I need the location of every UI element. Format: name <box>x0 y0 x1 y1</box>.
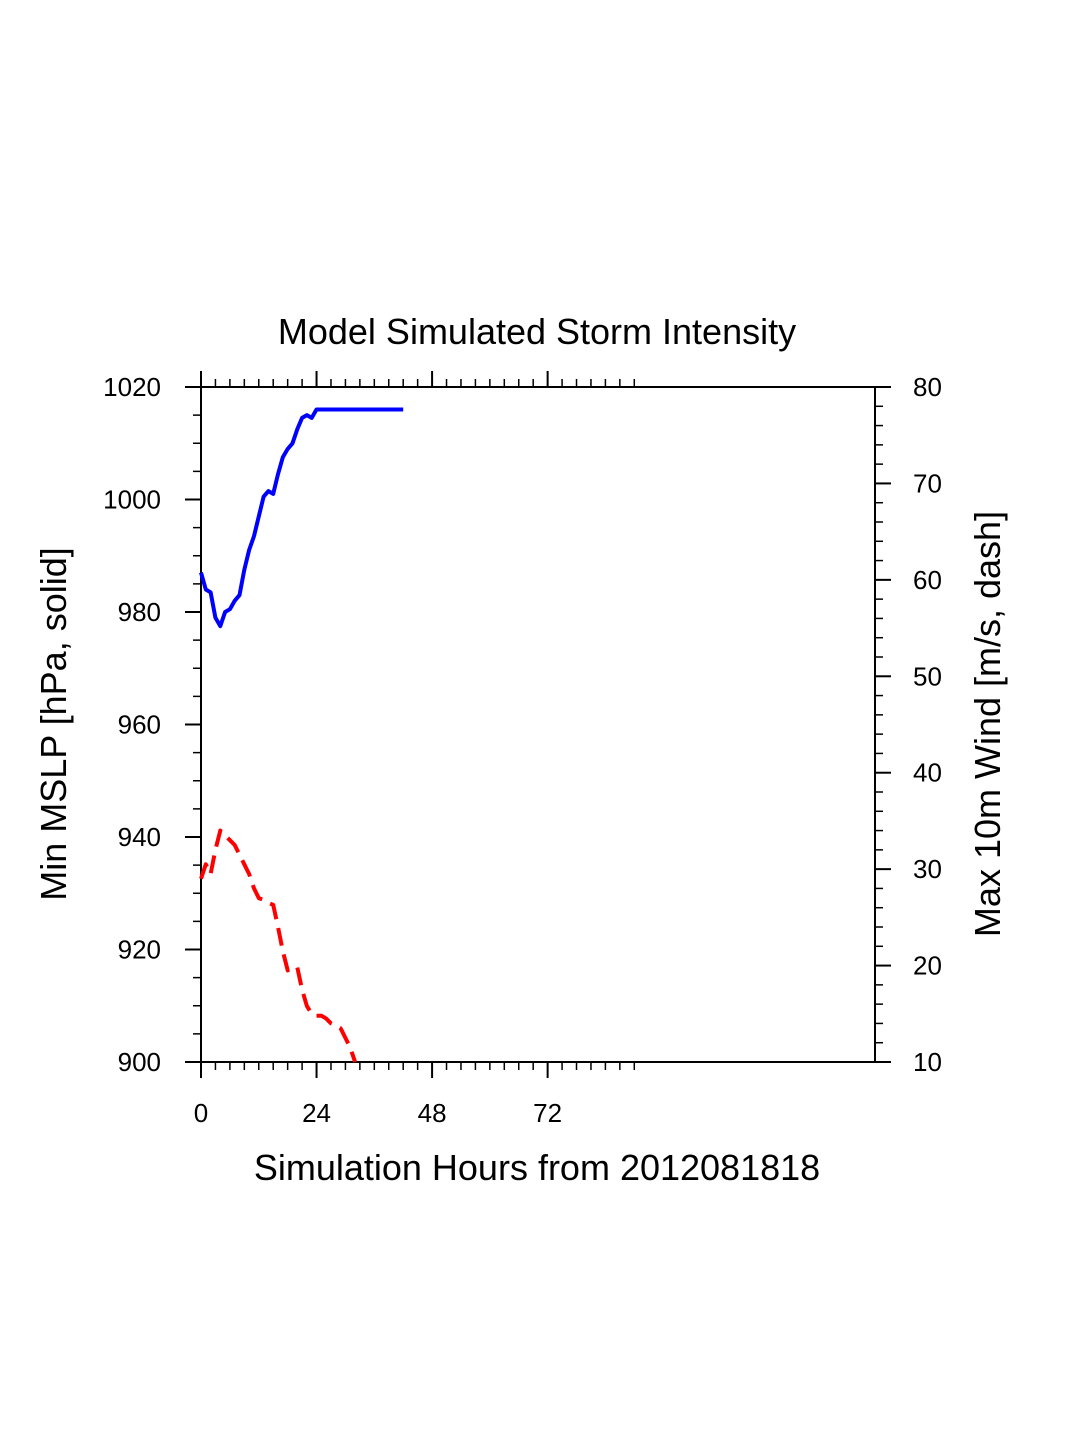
y-right-tick-label: 30 <box>913 854 942 884</box>
y-left-tick-label: 1020 <box>103 372 161 402</box>
chart-title: Model Simulated Storm Intensity <box>278 311 796 352</box>
series-layer <box>199 407 404 1063</box>
mslp-solid-line <box>199 407 404 629</box>
x-major-ticks <box>200 371 549 1078</box>
y-right-tick-label: 50 <box>913 661 942 691</box>
y-right-tick-label: 80 <box>913 372 942 402</box>
x-tick-label: 0 <box>194 1098 208 1128</box>
x-tick-label: 72 <box>533 1098 562 1128</box>
x-tick-labels: 0 24 48 72 <box>194 1098 562 1128</box>
y-left-tick-label: 940 <box>118 822 161 852</box>
x-tick-label: 24 <box>302 1098 331 1128</box>
y-axis-label-right: Max 10m Wind [m/s, dash] <box>967 511 1008 937</box>
y-right-ticks <box>875 386 891 1063</box>
x-axis-label: Simulation Hours from 2012081818 <box>254 1147 820 1188</box>
y-left-tick-label: 920 <box>118 935 161 965</box>
y-left-ticks <box>185 386 201 1063</box>
y-right-tick-labels: 10 20 30 40 50 60 70 80 <box>913 372 942 1077</box>
y-left-tick-label: 980 <box>118 597 161 627</box>
x-tick-label: 48 <box>418 1098 447 1128</box>
y-axis-label-left: Min MSLP [hPa, solid] <box>33 547 74 901</box>
y-right-tick-label: 10 <box>913 1047 942 1077</box>
y-right-tick-label: 70 <box>913 468 942 498</box>
wind-dashed-line <box>199 828 357 1063</box>
y-right-tick-label: 20 <box>913 951 942 981</box>
y-left-tick-label: 1000 <box>103 485 161 515</box>
y-right-tick-label: 40 <box>913 758 942 788</box>
y-left-tick-label: 900 <box>118 1047 161 1077</box>
y-left-tick-label: 960 <box>118 710 161 740</box>
x-minor-ticks <box>214 379 636 1070</box>
y-right-tick-label: 60 <box>913 565 942 595</box>
plot-frame <box>200 386 876 1063</box>
y-left-tick-labels: 900 920 940 960 980 1000 1020 <box>103 372 161 1077</box>
